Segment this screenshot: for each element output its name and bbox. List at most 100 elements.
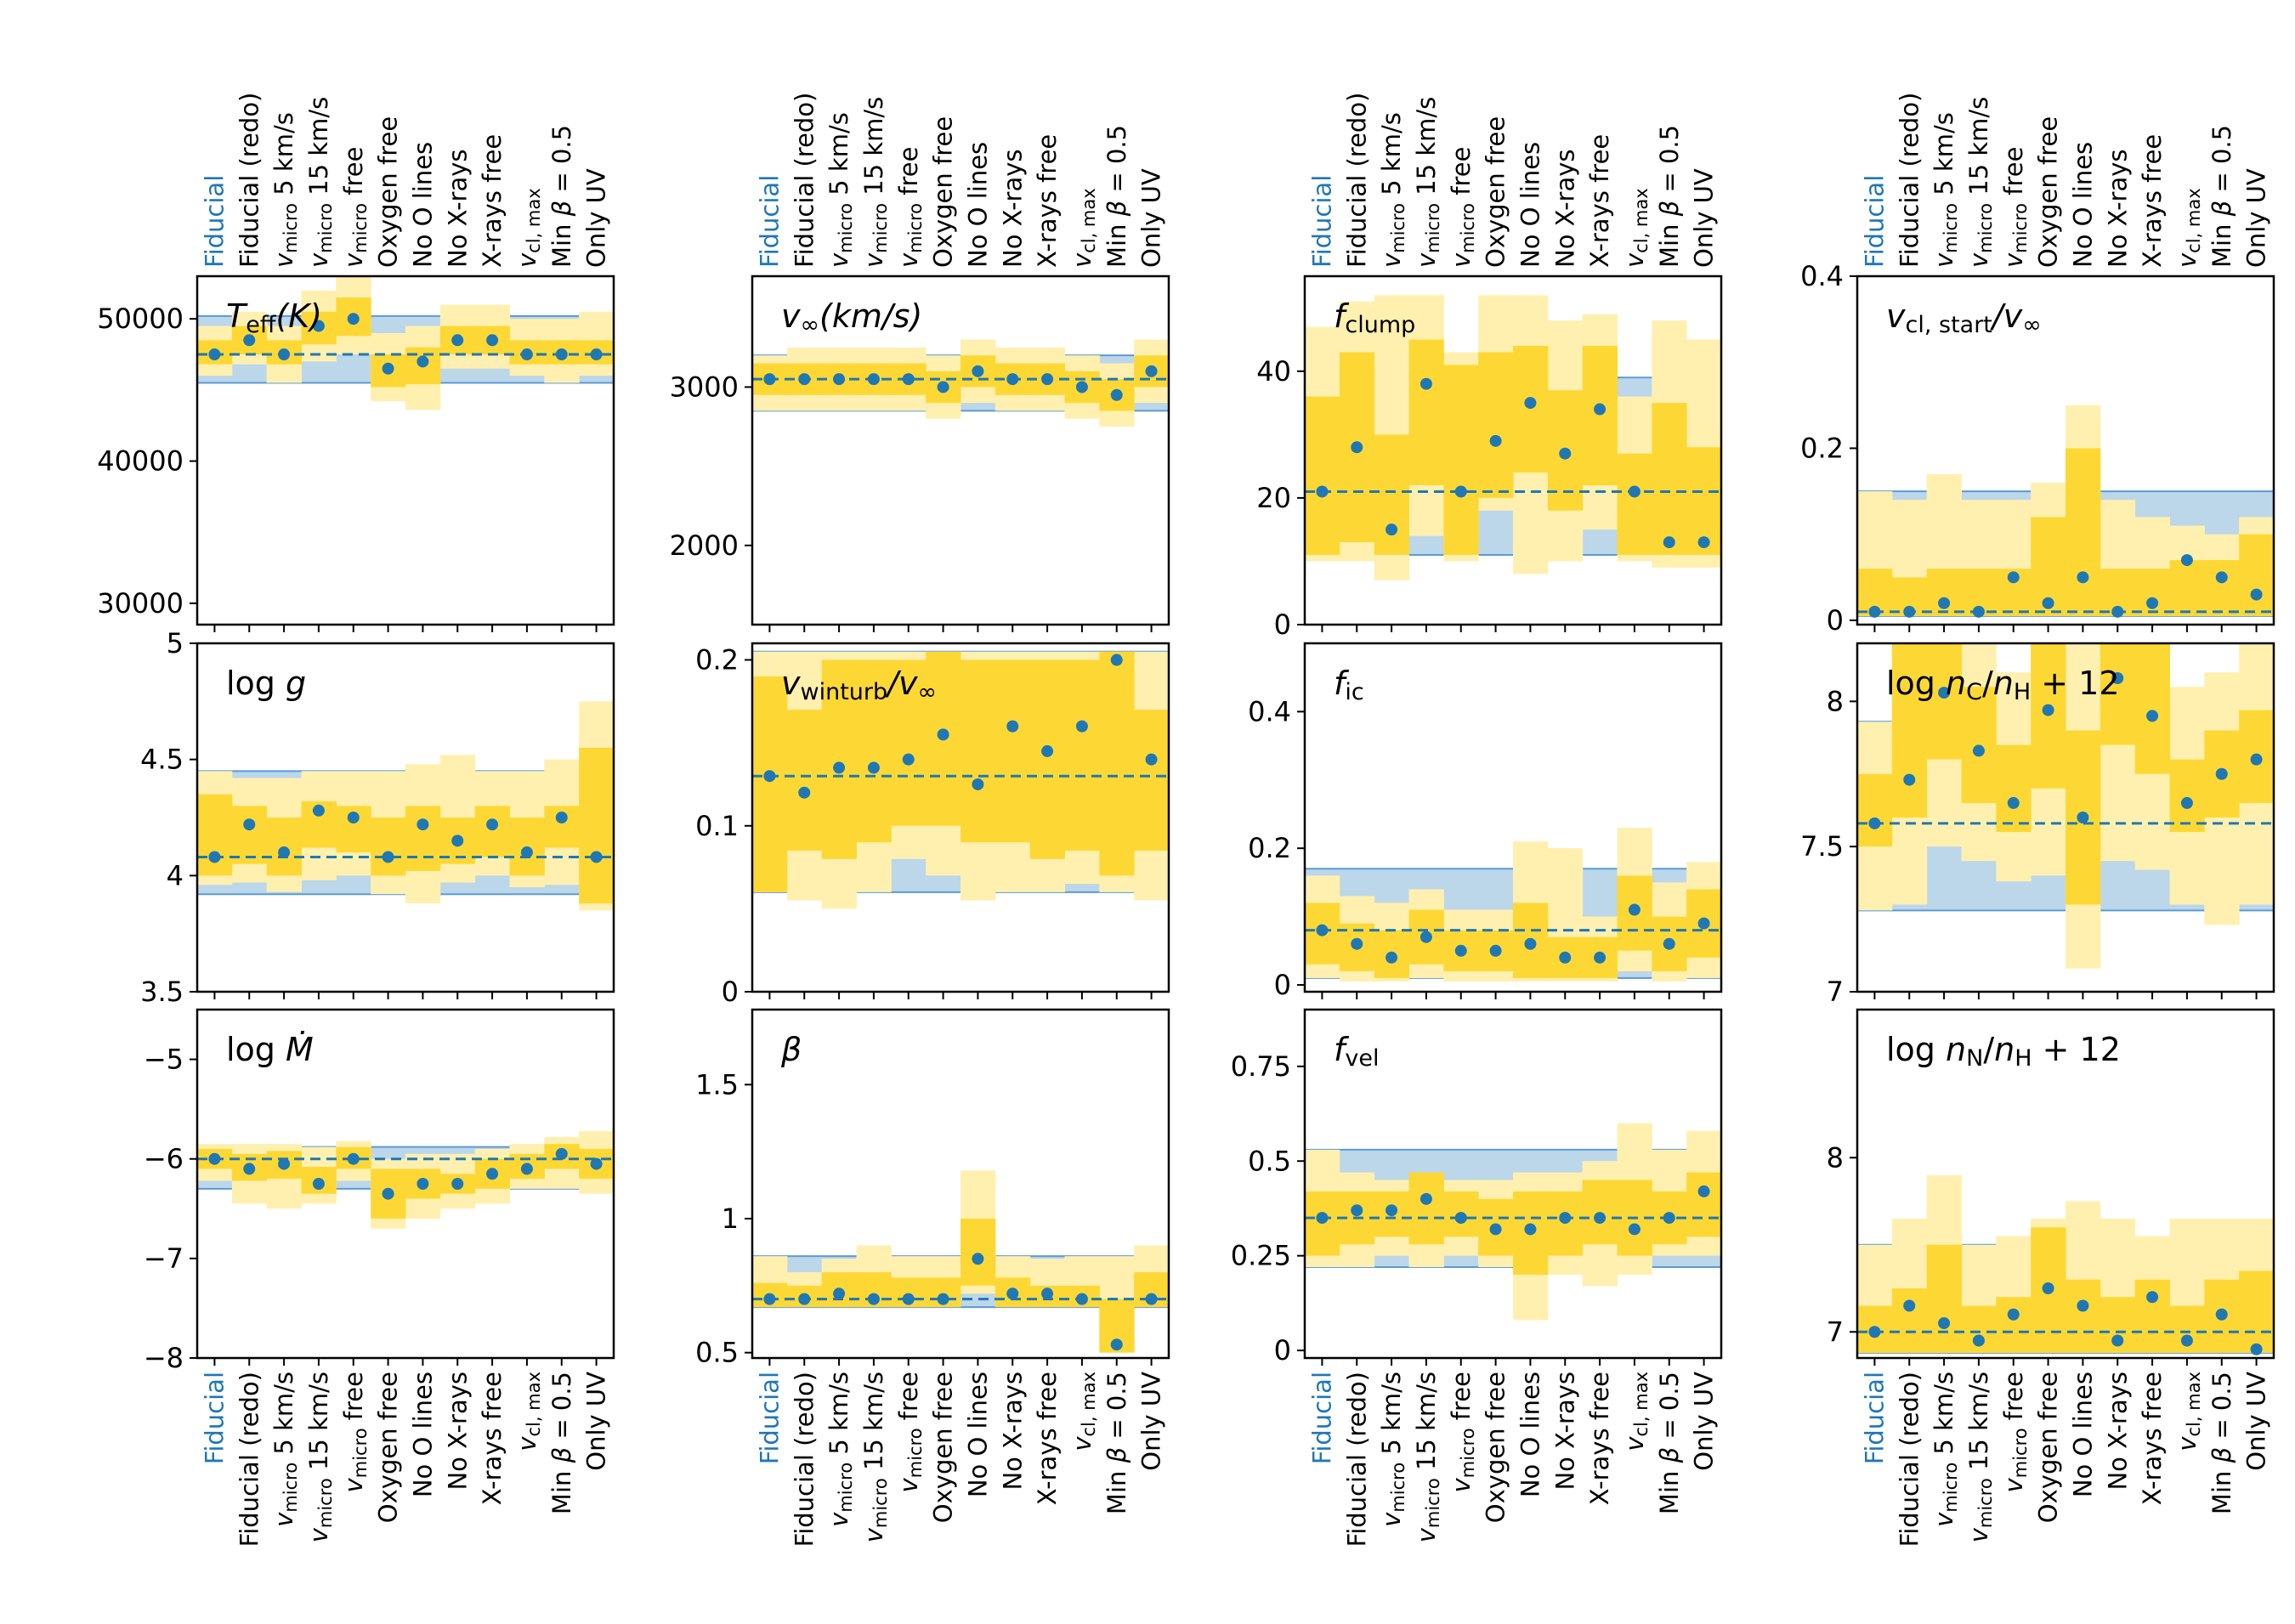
run-label-top: vmicro 15 km/s [304, 97, 336, 268]
run-label-bottom: No X-rays [443, 1372, 472, 1491]
data-point [2250, 1343, 2263, 1355]
range-inner [405, 806, 441, 871]
data-point [486, 334, 499, 347]
data-point [1386, 951, 1398, 964]
run-label-top: vmicro free [894, 147, 926, 268]
data-point [486, 1168, 499, 1180]
data-point [902, 1293, 915, 1305]
panel-title: log g [226, 665, 306, 702]
data-point [937, 728, 949, 741]
data-point [972, 1253, 984, 1265]
data-point [486, 818, 499, 831]
run-label-bottom: X-rays free [478, 1372, 507, 1505]
y-tick-label: 3000 [670, 371, 739, 403]
run-label-bottom: Min β = 0.5 [1102, 1372, 1131, 1514]
range-inner [2134, 1279, 2170, 1353]
data-point [2215, 571, 2228, 584]
data-point [798, 373, 811, 386]
axes-frame [1303, 642, 1723, 993]
data-point [312, 320, 325, 332]
panel-title: β [780, 1031, 802, 1068]
range-inner [2134, 643, 2170, 774]
data-point [555, 1147, 568, 1160]
run-label-top: No X-rays [1550, 149, 1579, 268]
run-label-top: Only UV [582, 168, 611, 268]
data-point [1524, 1223, 1537, 1236]
run-label-top: vmicro free [339, 147, 371, 268]
run-label-top: X-rays free [1033, 134, 1062, 268]
y-tick-label: −7 [144, 1242, 184, 1275]
data-point [1006, 373, 1019, 386]
data-point [1386, 1204, 1398, 1217]
axes-frame [751, 1008, 1170, 1360]
y-tick-label: 0.5 [695, 1337, 739, 1369]
range-inner [994, 659, 1031, 843]
panel-title: fvel [1334, 1031, 1379, 1072]
data-point [1351, 937, 1363, 950]
run-label-top: Only UV [1690, 168, 1719, 268]
data-point [2007, 796, 2020, 809]
data-point [243, 818, 256, 831]
run-label-bottom: No X-rays [2103, 1372, 2132, 1491]
data-point [1868, 1326, 1881, 1338]
data-point [312, 804, 325, 817]
data-point [1041, 1287, 1054, 1300]
range-inner [1408, 1172, 1444, 1245]
data-point [902, 753, 915, 766]
range-inner [1891, 1288, 1928, 1353]
y-tick-label: 50000 [97, 303, 184, 335]
data-point [1420, 1192, 1432, 1205]
run-label-top: Fiducial [755, 175, 784, 268]
range-inner [1029, 659, 1065, 859]
panel-title: fclump [1334, 297, 1415, 338]
y-tick-label: 4 [167, 859, 184, 891]
range-inner [1099, 651, 1135, 876]
data-point [208, 851, 221, 863]
panel-8: 7 7.5 8 log nC/nH + 12 [1800, 642, 2275, 1008]
data-point [867, 1293, 880, 1305]
data-point [243, 1163, 256, 1175]
data-point [1316, 485, 1329, 498]
run-label-top: Fiducial (redo) [790, 93, 819, 268]
range-inner [1064, 659, 1100, 852]
run-label-bottom: Oxygen free [1482, 1372, 1510, 1523]
data-point [763, 770, 776, 783]
run-label-top: Oxygen free [929, 116, 958, 268]
range-inner [2239, 1270, 2275, 1353]
run-label-bottom: vmicro 15 km/s [1412, 1372, 1443, 1542]
run-label-top: No O lines [408, 142, 437, 268]
range-inner [1686, 1172, 1722, 1237]
y-tick-label: 0.5 [1248, 1145, 1291, 1177]
run-label-top: Fiducial [1860, 175, 1889, 268]
range-inner [1513, 346, 1549, 473]
y-tick-label: 0.2 [1800, 432, 1844, 464]
data-point [2146, 1291, 2159, 1304]
data-point [1559, 951, 1572, 964]
range-inner [2066, 448, 2101, 616]
data-point [1972, 744, 1985, 757]
panel-7: 0 0.2 0.4 fic [1248, 642, 1723, 1001]
y-tick-label: 0.2 [1248, 832, 1291, 864]
range-inner [197, 794, 233, 876]
data-point [1316, 1212, 1329, 1225]
data-point [2146, 597, 2159, 609]
data-point [347, 313, 360, 325]
run-label-bottom: X-rays free [1033, 1372, 1062, 1505]
y-tick-label: 2000 [670, 529, 739, 562]
data-point [416, 1178, 429, 1190]
y-tick-label: 0.2 [695, 644, 739, 676]
axes-frame [1856, 274, 2275, 626]
run-label-bottom: Only UV [1690, 1372, 1719, 1471]
data-point [555, 348, 568, 361]
run-label-bottom: Oxygen free [2034, 1372, 2063, 1523]
panel-title: fic [1334, 665, 1364, 705]
run-label-bottom: vmicro free [339, 1372, 371, 1492]
data-point [1903, 1299, 1916, 1312]
y-tick-label: 4.5 [140, 744, 184, 776]
axes-frame [751, 642, 1170, 993]
range-inner [474, 806, 510, 857]
y-tick-label: 40 [1256, 355, 1291, 388]
panel-title: log Ṁ [226, 1031, 314, 1068]
run-label-bottom: vcl, max [513, 1372, 544, 1451]
data-point [2042, 1282, 2054, 1294]
